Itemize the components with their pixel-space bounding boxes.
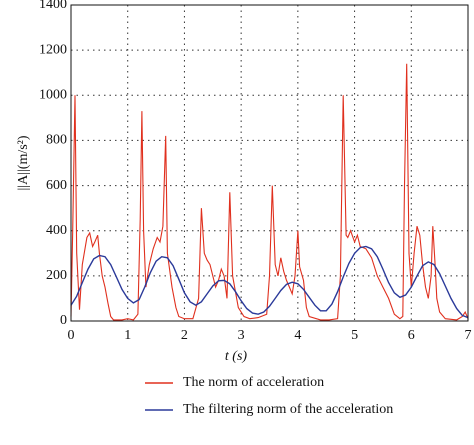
x-tick-label: 6 — [408, 328, 415, 343]
x-tick-label: 0 — [68, 328, 75, 343]
y-tick-label: 200 — [46, 268, 67, 283]
x-axis-label: t (s) — [225, 349, 248, 364]
legend-label: The norm of acceleration — [183, 375, 324, 390]
y-tick-label: 400 — [46, 223, 67, 238]
x-tick-label: 3 — [238, 328, 245, 343]
y-axis-label: ||A||(m/s²) — [16, 135, 31, 190]
y-tick-label: 1200 — [39, 42, 67, 57]
x-tick-label: 7 — [465, 328, 472, 343]
y-tick-label: 0 — [60, 313, 67, 328]
y-tick-label: 1400 — [39, 0, 67, 12]
y-tick-label: 1000 — [39, 88, 67, 103]
plot-frame — [70, 4, 469, 322]
y-tick-label: 800 — [46, 133, 67, 148]
series-line — [70, 245, 469, 319]
x-tick-label: 2 — [181, 328, 188, 343]
series-line — [70, 63, 469, 321]
x-tick-label: 1 — [124, 328, 131, 343]
legend-label: The filtering norm of the acceleration — [183, 402, 393, 417]
y-tick-label: 600 — [46, 178, 67, 193]
x-tick-label: 4 — [294, 328, 301, 343]
x-tick-label: 5 — [351, 328, 358, 343]
